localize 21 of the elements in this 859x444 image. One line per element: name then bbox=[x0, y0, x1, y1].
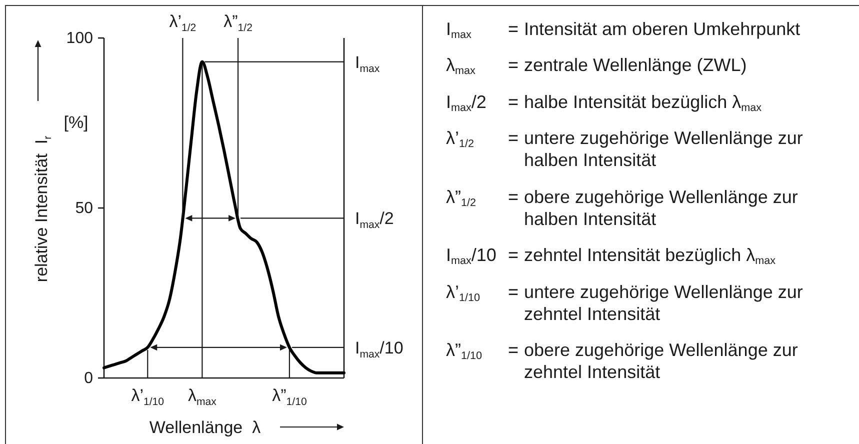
text: I$_{max}$ = Intensität am oberen Umkehrpunkt bbox=[446, 18, 800, 41]
ref-line-label: I$_{max}$ bbox=[354, 52, 380, 74]
text: λ”$_{1/2}$ = obere zugehörige Wellenlänge zur halben Intensität bbox=[446, 186, 798, 228]
text: λ’$_{1/2}$ bbox=[168, 12, 196, 34]
text: λ”$_{1/2}$ bbox=[223, 12, 252, 34]
text: I$_{max}$/2 = halbe Intensität bezüglich λ$_{max}$ bbox=[446, 90, 763, 114]
x-tick-label: λ”$_{1/10}$ bbox=[272, 386, 306, 408]
text: λ’$_{1/2}$ = untere zugehörige Wellenlänge zur halben Intensität bbox=[446, 128, 803, 170]
text: I$_{max}$/10 = zehntel Intensität bezüglich λ$_{max}$ bbox=[446, 244, 777, 268]
ref-line-label: I$_{max}$/2 bbox=[354, 208, 394, 231]
text: λ’$_{1/10}$ = untere zugehörige Wellenlänge zur zehntel Intensität bbox=[446, 282, 803, 324]
text: λ”$_{1/10}$ = obere zugehörige Wellenlänge zur zehntel Intensität bbox=[446, 340, 798, 382]
x-tick-label: λ$_{max}$ bbox=[187, 386, 217, 408]
text: [%] bbox=[63, 112, 88, 132]
y-tick-label: 50 bbox=[74, 200, 93, 217]
x-axis-title: Wellenlänge λ bbox=[148, 418, 261, 436]
ref-line-label: I$_{max}$/10 bbox=[354, 338, 403, 360]
text: λ$_{max}$ = zentrale Wellenlänge (ZWL) bbox=[446, 55, 747, 78]
x-tick-label: λ’$_{1/10}$ bbox=[130, 386, 164, 408]
y-tick-label: 0 bbox=[84, 370, 93, 387]
y-tick-label: 100 bbox=[66, 30, 93, 47]
